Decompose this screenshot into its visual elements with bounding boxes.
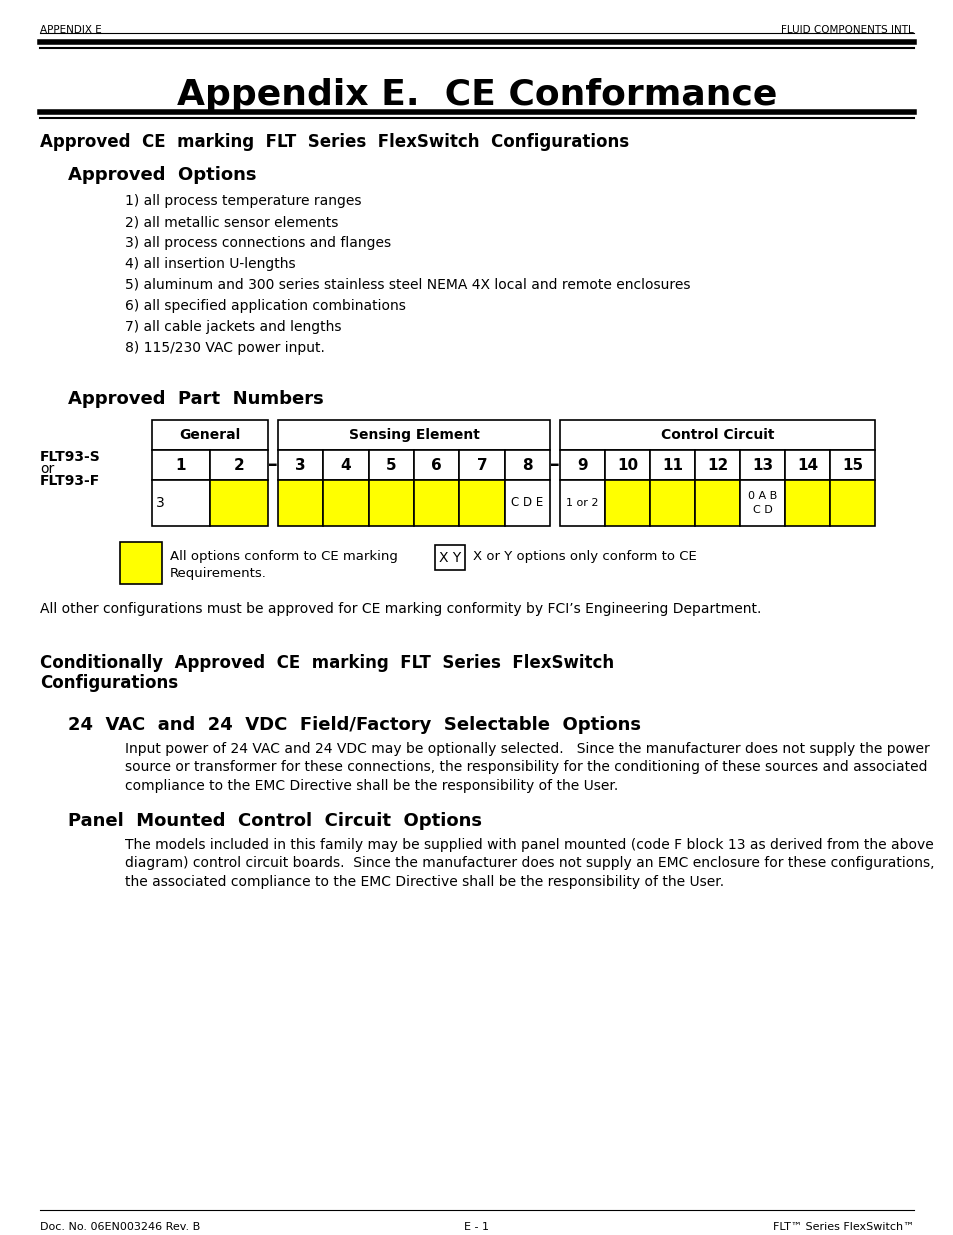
Text: 2: 2 <box>233 457 244 473</box>
Text: Doc. No. 06EN003246 Rev. B: Doc. No. 06EN003246 Rev. B <box>40 1221 200 1233</box>
Text: General: General <box>179 429 240 442</box>
Bar <box>414 450 458 480</box>
Text: Approved  Options: Approved Options <box>68 165 256 184</box>
Bar <box>152 450 210 480</box>
Bar <box>604 450 649 480</box>
Text: 5) aluminum and 300 series stainless steel NEMA 4X local and remote enclosures: 5) aluminum and 300 series stainless ste… <box>125 278 690 291</box>
Text: 5: 5 <box>386 457 396 473</box>
Text: 6) all specified application combinations: 6) all specified application combination… <box>125 299 405 312</box>
Text: C D E: C D E <box>511 496 543 510</box>
Bar <box>504 450 550 480</box>
Bar <box>414 480 458 526</box>
Bar <box>323 480 368 526</box>
Text: FLT93-S: FLT93-S <box>40 450 101 464</box>
Text: FLT93-F: FLT93-F <box>40 474 100 488</box>
Text: Conditionally  Approved  CE  marking  FLT  Series  FlexSwitch: Conditionally Approved CE marking FLT Se… <box>40 655 614 672</box>
Text: All other configurations must be approved for CE marking conformity by FCI’s Eng: All other configurations must be approve… <box>40 601 760 616</box>
Bar <box>695 450 740 480</box>
Bar <box>120 542 162 584</box>
Text: All options conform to CE marking
Requirements.: All options conform to CE marking Requir… <box>170 550 397 580</box>
Text: 7) all cable jackets and lengths: 7) all cable jackets and lengths <box>125 320 341 333</box>
Text: 7: 7 <box>476 457 487 473</box>
Text: 11: 11 <box>661 457 682 473</box>
Text: Approved  CE  marking  FLT  Series  FlexSwitch  Configurations: Approved CE marking FLT Series FlexSwitc… <box>40 133 628 151</box>
Text: Sensing Element: Sensing Element <box>348 429 479 442</box>
Bar <box>323 450 368 480</box>
Text: 9: 9 <box>577 457 587 473</box>
Bar <box>277 420 550 450</box>
Bar <box>829 450 874 480</box>
Text: 3) all process connections and flanges: 3) all process connections and flanges <box>125 236 391 249</box>
Bar <box>559 480 604 526</box>
Text: E - 1: E - 1 <box>464 1221 489 1233</box>
Bar <box>368 450 414 480</box>
Text: 24  VAC  and  24  VDC  Field/Factory  Selectable  Options: 24 VAC and 24 VDC Field/Factory Selectab… <box>68 716 640 734</box>
Text: 1 or 2: 1 or 2 <box>566 498 598 508</box>
Text: 10: 10 <box>617 457 638 473</box>
Bar <box>829 480 874 526</box>
Text: 1: 1 <box>175 457 186 473</box>
Bar <box>277 480 323 526</box>
Bar <box>604 480 649 526</box>
Bar <box>695 480 740 526</box>
Bar <box>210 480 268 526</box>
Text: Panel  Mounted  Control  Circuit  Options: Panel Mounted Control Circuit Options <box>68 811 481 830</box>
Bar <box>277 450 323 480</box>
Bar <box>152 420 268 450</box>
Bar <box>740 450 784 480</box>
Text: Control Circuit: Control Circuit <box>660 429 774 442</box>
Bar <box>784 480 829 526</box>
Text: 14: 14 <box>796 457 818 473</box>
Text: Configurations: Configurations <box>40 674 178 692</box>
Text: 3: 3 <box>156 496 165 510</box>
Text: Approved  Part  Numbers: Approved Part Numbers <box>68 390 323 408</box>
Text: 6: 6 <box>431 457 441 473</box>
Bar <box>458 480 504 526</box>
Text: –: – <box>550 456 559 474</box>
Bar <box>649 450 695 480</box>
Text: Input power of 24 VAC and 24 VDC may be optionally selected.   Since the manufac: Input power of 24 VAC and 24 VDC may be … <box>125 742 929 793</box>
Bar <box>504 480 550 526</box>
Text: 13: 13 <box>751 457 772 473</box>
Text: or: or <box>40 462 54 475</box>
Text: X or Y options only conform to CE: X or Y options only conform to CE <box>473 550 696 563</box>
Text: 2) all metallic sensor elements: 2) all metallic sensor elements <box>125 215 338 228</box>
Text: X Y: X Y <box>438 551 460 564</box>
Text: Appendix E.  CE Conformance: Appendix E. CE Conformance <box>176 78 777 112</box>
Text: 4: 4 <box>340 457 351 473</box>
Text: 0 A B
C D: 0 A B C D <box>747 492 777 515</box>
Bar <box>458 450 504 480</box>
Text: –: – <box>268 456 277 474</box>
Text: 3: 3 <box>295 457 306 473</box>
Bar <box>784 450 829 480</box>
Text: 15: 15 <box>841 457 862 473</box>
Bar <box>740 480 784 526</box>
Text: 1) all process temperature ranges: 1) all process temperature ranges <box>125 194 361 207</box>
Text: 12: 12 <box>706 457 727 473</box>
Bar <box>649 480 695 526</box>
Text: FLUID COMPONENTS INTL: FLUID COMPONENTS INTL <box>781 25 913 35</box>
Text: 4) all insertion U-lengths: 4) all insertion U-lengths <box>125 257 295 270</box>
Bar <box>210 450 268 480</box>
Bar <box>559 420 874 450</box>
Bar <box>435 545 464 571</box>
Text: The models included in this family may be supplied with panel mounted (code F bl: The models included in this family may b… <box>125 839 934 889</box>
Text: APPENDIX E: APPENDIX E <box>40 25 102 35</box>
Bar <box>152 480 210 526</box>
Text: 8: 8 <box>521 457 532 473</box>
Text: FLT™ Series FlexSwitch™: FLT™ Series FlexSwitch™ <box>772 1221 913 1233</box>
Bar <box>559 450 604 480</box>
Text: 8) 115/230 VAC power input.: 8) 115/230 VAC power input. <box>125 341 325 354</box>
Bar <box>368 480 414 526</box>
